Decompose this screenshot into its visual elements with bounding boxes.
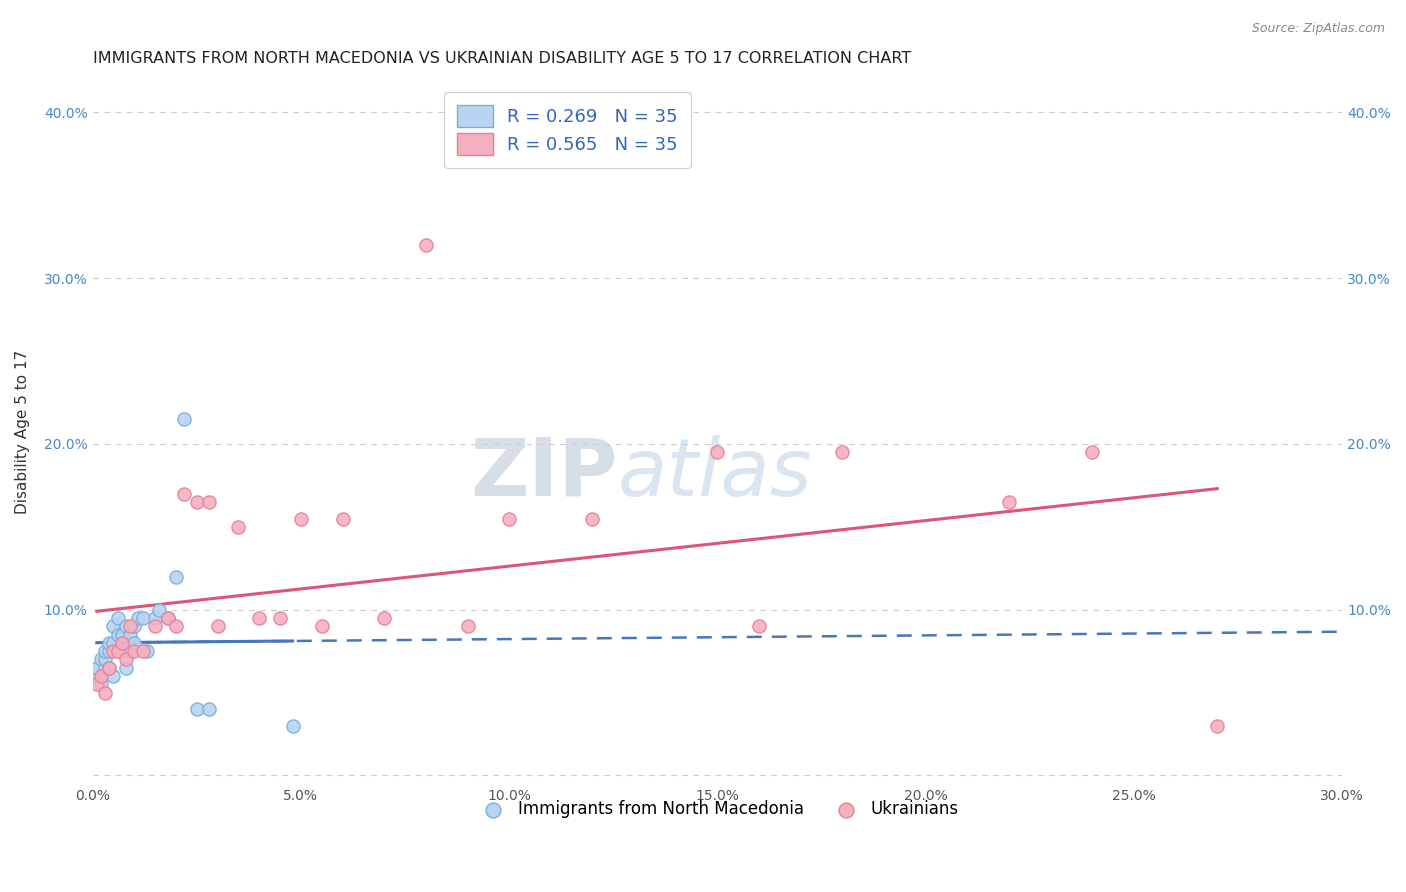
- Point: [131, 611, 153, 625]
- Point: [94, 661, 117, 675]
- Point: [228, 520, 250, 534]
- Point: [98, 661, 121, 675]
- Point: [86, 669, 108, 683]
- Point: [86, 661, 108, 675]
- Point: [173, 486, 195, 500]
- Point: [90, 677, 112, 691]
- Point: [581, 511, 603, 525]
- Y-axis label: Disability Age 5 to 17: Disability Age 5 to 17: [15, 350, 30, 514]
- Point: [103, 636, 125, 650]
- Point: [127, 611, 149, 625]
- Point: [373, 611, 395, 625]
- Point: [498, 511, 520, 525]
- Point: [156, 611, 179, 625]
- Point: [186, 702, 208, 716]
- Point: [148, 603, 170, 617]
- Point: [124, 619, 146, 633]
- Legend: Immigrants from North Macedonia, Ukrainians: Immigrants from North Macedonia, Ukraini…: [470, 793, 966, 825]
- Point: [111, 644, 134, 658]
- Point: [1206, 719, 1229, 733]
- Point: [98, 644, 121, 658]
- Text: ZIP: ZIP: [470, 434, 617, 513]
- Point: [86, 677, 108, 691]
- Point: [115, 652, 138, 666]
- Point: [415, 238, 437, 252]
- Point: [120, 644, 142, 658]
- Point: [247, 611, 270, 625]
- Point: [198, 702, 221, 716]
- Point: [107, 627, 129, 641]
- Point: [311, 619, 333, 633]
- Point: [281, 719, 304, 733]
- Point: [198, 495, 221, 509]
- Point: [186, 495, 208, 509]
- Point: [143, 619, 166, 633]
- Point: [457, 619, 479, 633]
- Point: [706, 445, 728, 459]
- Point: [332, 511, 354, 525]
- Point: [90, 652, 112, 666]
- Text: atlas: atlas: [617, 434, 813, 513]
- Point: [115, 619, 138, 633]
- Point: [103, 619, 125, 633]
- Point: [290, 511, 312, 525]
- Point: [90, 669, 112, 683]
- Point: [173, 412, 195, 426]
- Point: [124, 644, 146, 658]
- Point: [115, 661, 138, 675]
- Point: [103, 669, 125, 683]
- Point: [165, 569, 187, 583]
- Point: [269, 611, 291, 625]
- Point: [98, 661, 121, 675]
- Point: [107, 644, 129, 658]
- Point: [94, 652, 117, 666]
- Point: [94, 685, 117, 699]
- Point: [111, 636, 134, 650]
- Point: [94, 644, 117, 658]
- Point: [111, 627, 134, 641]
- Point: [143, 611, 166, 625]
- Point: [998, 495, 1021, 509]
- Point: [165, 619, 187, 633]
- Point: [120, 627, 142, 641]
- Point: [107, 611, 129, 625]
- Point: [831, 445, 853, 459]
- Point: [131, 644, 153, 658]
- Point: [120, 619, 142, 633]
- Text: Source: ZipAtlas.com: Source: ZipAtlas.com: [1251, 22, 1385, 36]
- Point: [124, 636, 146, 650]
- Point: [107, 644, 129, 658]
- Point: [135, 644, 157, 658]
- Point: [207, 619, 229, 633]
- Point: [98, 636, 121, 650]
- Text: IMMIGRANTS FROM NORTH MACEDONIA VS UKRAINIAN DISABILITY AGE 5 TO 17 CORRELATION : IMMIGRANTS FROM NORTH MACEDONIA VS UKRAI…: [93, 51, 911, 66]
- Point: [156, 611, 179, 625]
- Point: [748, 619, 770, 633]
- Point: [1081, 445, 1104, 459]
- Point: [103, 644, 125, 658]
